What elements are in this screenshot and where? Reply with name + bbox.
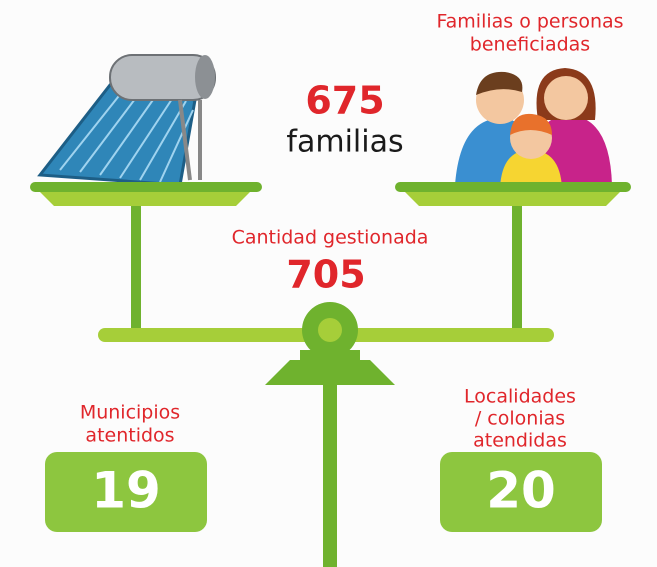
unit: familias (286, 125, 403, 160)
label: beneficiadas (470, 34, 590, 56)
label: Cantidad gestionada (232, 227, 429, 249)
value: 20 (486, 462, 556, 520)
label: Localidades (464, 386, 576, 408)
value: 675 (305, 79, 384, 123)
label: atendidas (473, 430, 567, 452)
label: Familias o personas (436, 11, 623, 33)
infographic: Familias o personas beneficiadas 675 fam… (0, 0, 657, 567)
value: 19 (91, 462, 161, 520)
label: Municipios (80, 402, 180, 424)
label: / colonias (475, 408, 565, 430)
value: 705 (286, 253, 365, 297)
label: atentidos (85, 425, 174, 447)
